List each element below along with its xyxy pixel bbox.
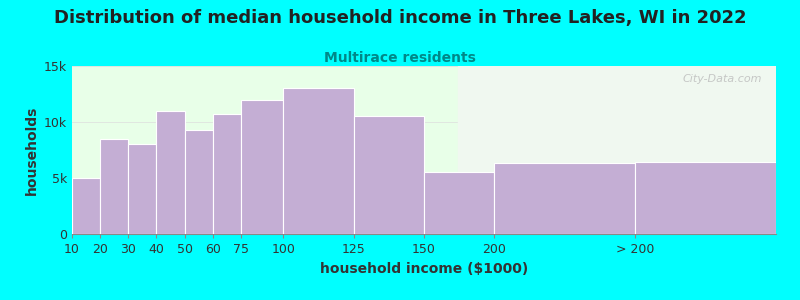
Bar xyxy=(157,111,185,234)
Bar xyxy=(424,172,494,234)
X-axis label: household income ($1000): household income ($1000) xyxy=(320,262,528,276)
Bar xyxy=(213,114,241,234)
Text: City-Data.com: City-Data.com xyxy=(682,74,762,84)
Bar xyxy=(635,162,776,234)
Bar xyxy=(494,164,635,234)
Bar xyxy=(283,88,354,234)
Bar xyxy=(354,116,424,234)
Bar xyxy=(185,130,213,234)
Bar xyxy=(241,100,283,234)
Y-axis label: households: households xyxy=(25,105,38,195)
Bar xyxy=(128,144,157,234)
Bar xyxy=(100,139,128,234)
Bar xyxy=(72,178,100,234)
Text: Multirace residents: Multirace residents xyxy=(324,51,476,65)
Text: Distribution of median household income in Three Lakes, WI in 2022: Distribution of median household income … xyxy=(54,9,746,27)
Bar xyxy=(458,66,776,234)
